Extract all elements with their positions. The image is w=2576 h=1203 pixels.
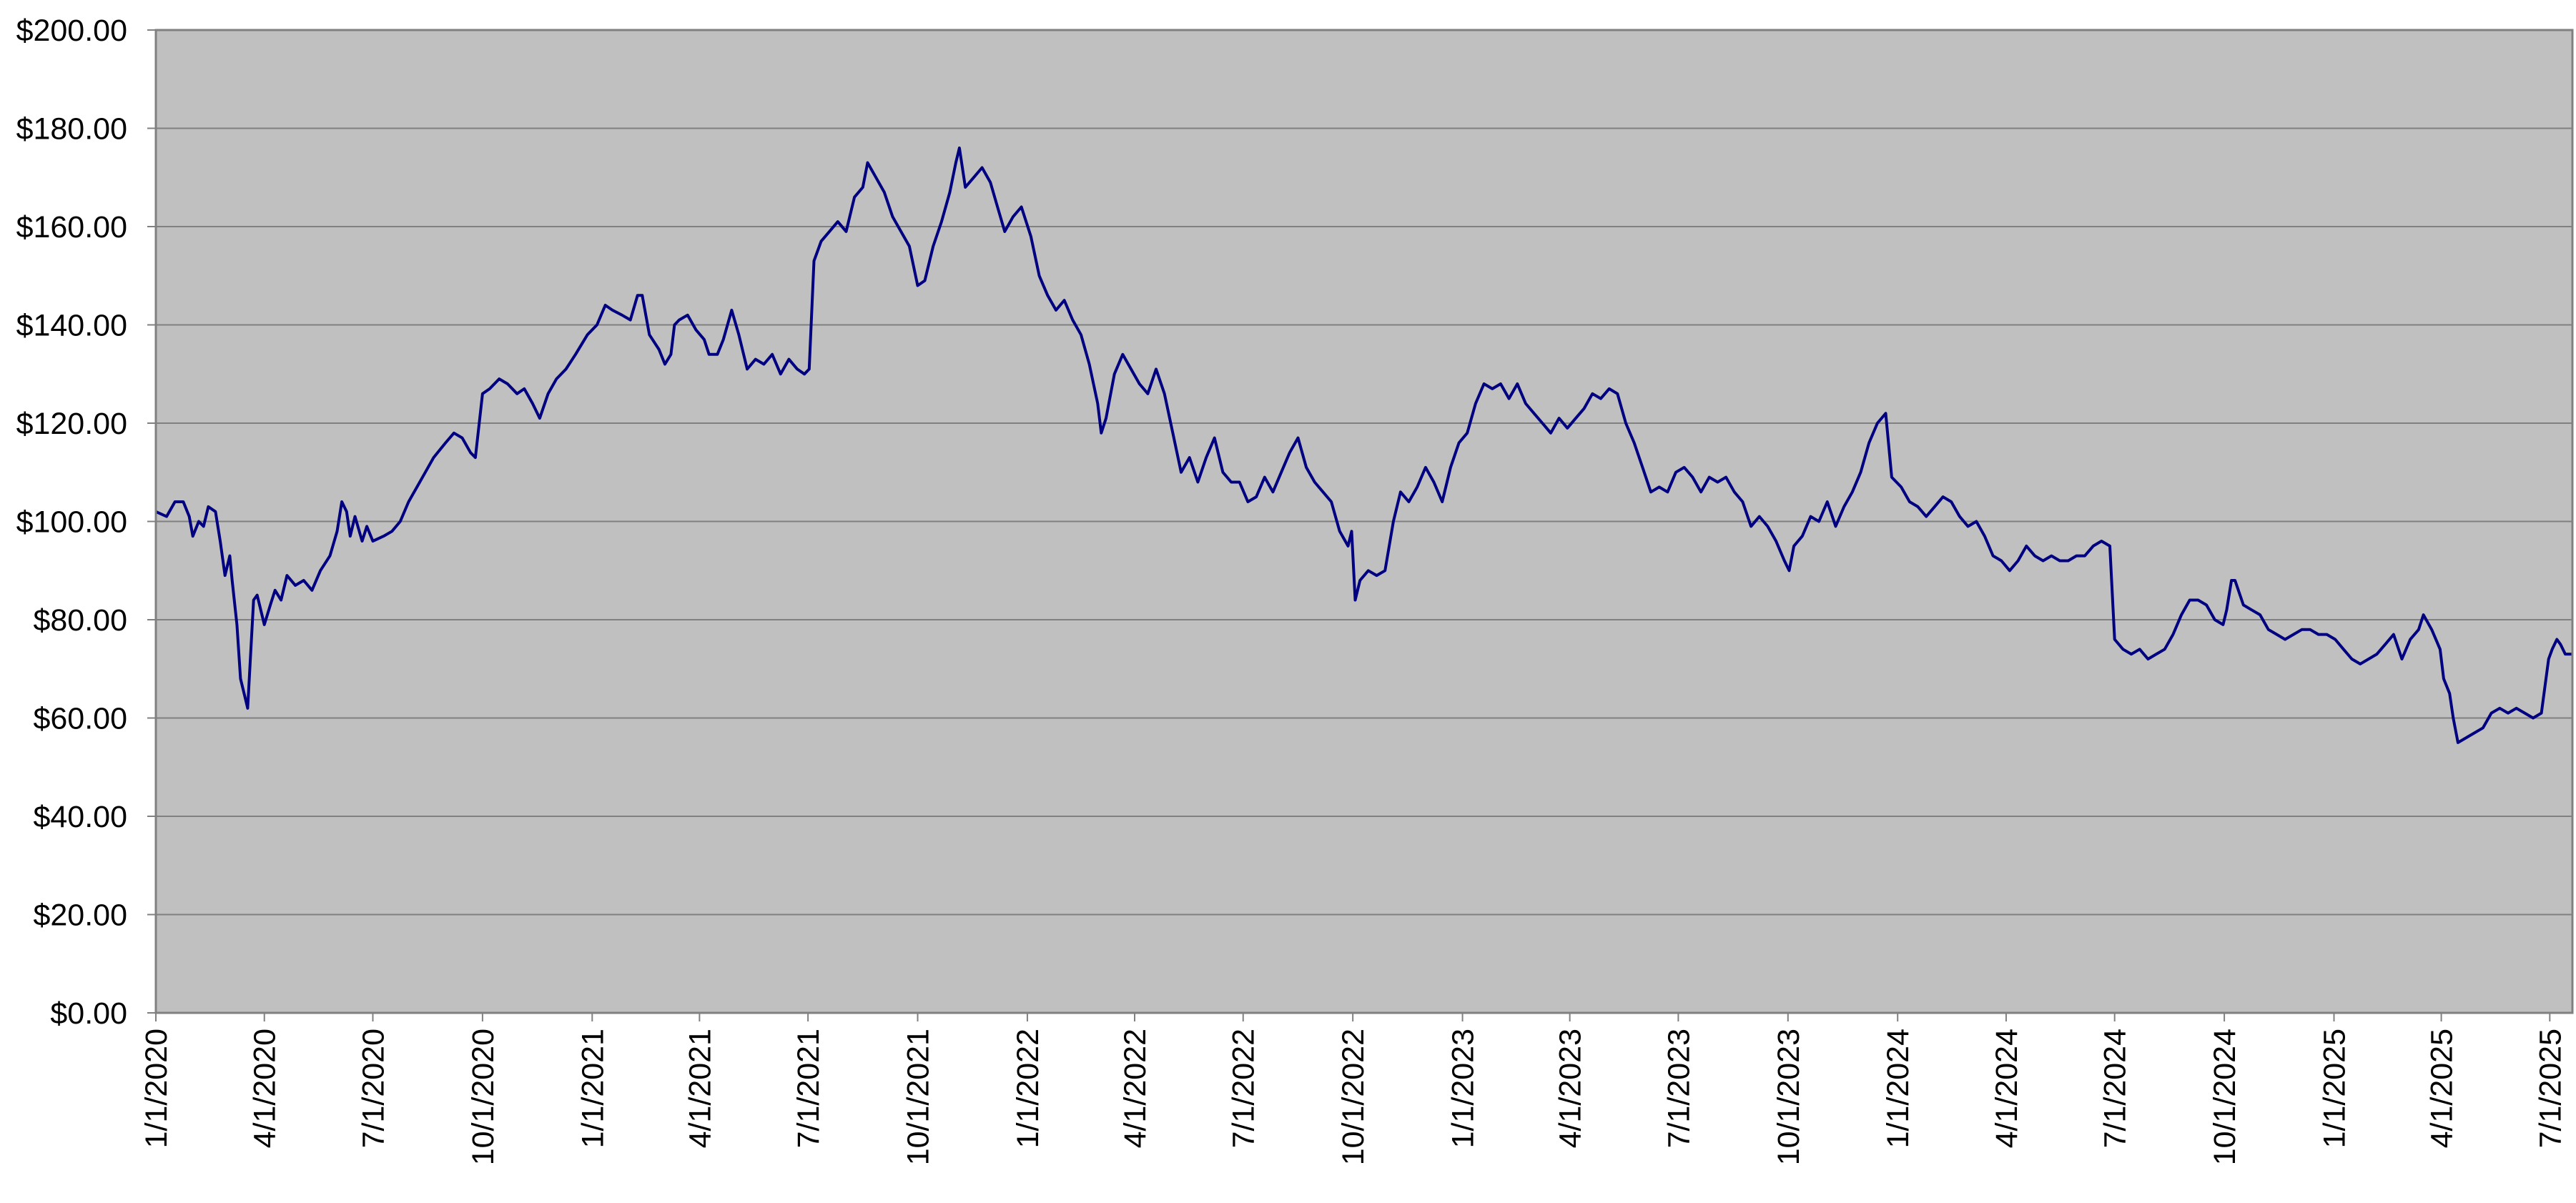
- x-tick-label: 10/1/2022: [1336, 1029, 1371, 1165]
- x-tick-label: 7/1/2021: [791, 1029, 826, 1148]
- y-tick-label: $140.00: [16, 309, 127, 343]
- x-tick-label: 1/1/2021: [576, 1029, 610, 1148]
- x-tick-label: 10/1/2023: [1772, 1029, 1806, 1165]
- x-tick-label: 4/1/2025: [2425, 1029, 2459, 1148]
- x-tick-label: 4/1/2024: [1990, 1029, 2024, 1148]
- x-tick-label: 4/1/2020: [248, 1029, 282, 1148]
- x-tick-label: 1/1/2023: [1446, 1029, 1481, 1148]
- x-tick-label: 1/1/2025: [2318, 1029, 2352, 1148]
- y-tick-label: $100.00: [16, 505, 127, 540]
- x-tick-label: 7/1/2024: [2098, 1029, 2133, 1148]
- y-tick-label: $160.00: [16, 210, 127, 244]
- x-tick-label: 4/1/2021: [683, 1029, 717, 1148]
- plot-border: [154, 29, 2574, 1014]
- x-tick-label: 1/1/2022: [1011, 1029, 1045, 1148]
- x-axis-labels: 1/1/2020 4/1/2020 7/1/2020 10/1/2020 1/1/202…: [139, 1029, 2567, 1165]
- x-tick-label: 1/1/2024: [1881, 1029, 1915, 1148]
- y-tick-label: $40.00: [33, 800, 127, 834]
- x-tick-label: 4/1/2022: [1118, 1029, 1153, 1148]
- x-tick-label: 10/1/2020: [466, 1029, 500, 1165]
- x-tick-label: 10/1/2024: [2208, 1029, 2242, 1165]
- x-tick-label: 10/1/2021: [902, 1029, 936, 1165]
- y-tick-label: $80.00: [33, 603, 127, 638]
- x-tick-label: 4/1/2023: [1554, 1029, 1588, 1148]
- x-tick-label: 7/1/2022: [1227, 1029, 1261, 1148]
- y-axis-labels: $0.00 $20.00 $40.00 $60.00 $80.00 $100.00 $120…: [16, 14, 127, 1031]
- y-tick-label: $0.00: [50, 996, 127, 1031]
- y-tick-label: $60.00: [33, 702, 127, 736]
- series-line: [155, 147, 2572, 744]
- y-tick-label: $180.00: [16, 112, 127, 147]
- x-tick-label: 7/1/2025: [2533, 1029, 2567, 1148]
- x-tick-label: 7/1/2023: [1662, 1029, 1696, 1148]
- y-tick-label: $20.00: [33, 898, 127, 933]
- x-tick-label: 1/1/2020: [139, 1029, 174, 1148]
- y-tick-label: $200.00: [16, 14, 127, 48]
- y-tick-label: $120.00: [16, 407, 127, 441]
- x-tick-label: 7/1/2020: [356, 1029, 390, 1148]
